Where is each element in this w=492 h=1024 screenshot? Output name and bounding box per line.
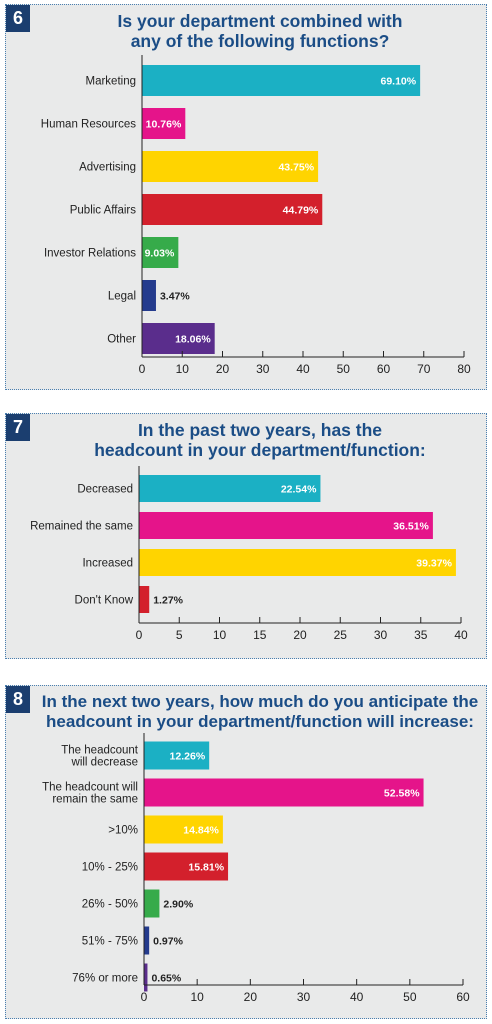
chart-title-line: headcount in your department/function wi… <box>46 712 474 731</box>
question-number-badge: 7 <box>6 414 30 441</box>
category-label: Don't Know <box>75 595 134 607</box>
category-label: Investor Relations <box>44 248 136 260</box>
x-tick-label: 35 <box>414 628 428 642</box>
x-tick-label: 80 <box>457 362 471 376</box>
data-label: 18.06% <box>175 334 211 346</box>
data-label: 10.76% <box>146 119 182 131</box>
category-label: Legal <box>108 291 136 303</box>
x-tick-label: 10 <box>176 362 190 376</box>
bar-3 <box>144 852 229 881</box>
x-tick-label: 15 <box>253 628 267 642</box>
bar-0 <box>144 741 210 770</box>
data-label: 0.97% <box>153 936 183 948</box>
bar-2 <box>139 549 456 576</box>
data-label: 43.75% <box>278 162 314 174</box>
bar-5 <box>142 280 156 311</box>
x-tick-label: 30 <box>297 990 311 1004</box>
chart-title-line: In the next two years, how much do you a… <box>41 692 479 711</box>
category-label: 26% - 50% <box>82 899 138 911</box>
data-label: 0.65% <box>151 973 181 985</box>
bar-0 <box>142 65 421 96</box>
bar-6 <box>142 323 215 354</box>
data-label: 14.84% <box>183 825 219 837</box>
bar-2 <box>142 151 319 182</box>
category-label: Human Resources <box>41 119 136 131</box>
x-tick-label: 25 <box>334 628 348 642</box>
data-label: 36.51% <box>393 521 429 533</box>
x-tick-label: 40 <box>296 362 310 376</box>
x-tick-label: 40 <box>350 990 364 1004</box>
bar-1 <box>144 778 424 807</box>
question-number-badge: 6 <box>6 5 30 32</box>
chart-panel-7: 7 In the past two years, has the headcou… <box>5 413 487 659</box>
bar-chart-8: 12.26% The headcount will decrease 52.58% Th… <box>42 733 470 1004</box>
chart-title: In the past two years, has the headcount… <box>40 420 480 460</box>
bar-4 <box>144 889 160 918</box>
x-tick-label: 0 <box>136 628 143 642</box>
x-tick-label: 30 <box>374 628 388 642</box>
bar-1 <box>139 512 433 539</box>
x-tick-label: 50 <box>337 362 351 376</box>
category-label: The headcount will decrease <box>61 745 139 769</box>
x-tick-label: 20 <box>216 362 230 376</box>
data-label: 15.81% <box>188 862 224 874</box>
data-label: 39.37% <box>416 558 452 570</box>
category-label: Marketing <box>86 76 137 88</box>
chart-title-line: any of the following functions? <box>130 31 390 51</box>
category-label: 51% - 75% <box>82 936 138 948</box>
x-tick-label: 10 <box>190 990 204 1004</box>
x-tick-label: 50 <box>403 990 417 1004</box>
chart-title-line: In the past two years, has the <box>137 420 383 440</box>
chart-title-line: Is your department combined with <box>117 11 403 31</box>
x-tick-label: 0 <box>139 362 146 376</box>
category-label: 76% or more <box>72 973 138 985</box>
x-tick-label: 20 <box>293 628 307 642</box>
category-label: >10% <box>108 825 138 837</box>
data-label: 22.54% <box>281 484 317 496</box>
category-label: The headcount will remain the same <box>42 782 138 806</box>
bar-2 <box>144 815 223 844</box>
bar-5 <box>144 926 150 955</box>
category-label: Decreased <box>77 484 133 496</box>
x-tick-label: 0 <box>141 990 148 1004</box>
chart-title: Is your department combined with any of … <box>40 11 480 51</box>
bar-0 <box>139 475 321 502</box>
x-tick-label: 70 <box>417 362 431 376</box>
bar-1 <box>142 108 186 139</box>
x-tick-label: 40 <box>454 628 468 642</box>
x-tick-label: 10 <box>213 628 227 642</box>
question-number-badge: 8 <box>6 686 30 713</box>
data-label: 69.10% <box>381 76 417 88</box>
data-label: 3.47% <box>160 291 190 303</box>
bar-chart-6: 69.10% Marketing 10.76% Human Resources 43.7… <box>41 55 471 376</box>
data-label: 1.27% <box>153 595 183 607</box>
data-label: 52.58% <box>384 788 420 800</box>
category-label: Remained the same <box>30 521 133 533</box>
data-label: 44.79% <box>283 205 319 217</box>
category-label: Public Affairs <box>70 205 137 217</box>
category-label: Advertising <box>79 162 136 174</box>
data-label: 9.03% <box>145 248 175 260</box>
chart-panel-8: 8 In the next two years, how much do you… <box>5 685 487 1019</box>
bar-3 <box>142 194 323 225</box>
chart-title-line: headcount in your department/function: <box>94 440 426 460</box>
chart-title: In the next two years, how much do you a… <box>40 692 480 732</box>
data-label: 12.26% <box>170 751 206 763</box>
bar-4 <box>142 237 179 268</box>
bar-chart-7: 22.54% Decreased 36.51% Remained the same 39… <box>30 466 468 642</box>
bar-6 <box>144 963 148 992</box>
data-label: 2.90% <box>163 899 193 911</box>
x-tick-label: 60 <box>456 990 470 1004</box>
x-tick-label: 20 <box>244 990 258 1004</box>
x-tick-label: 5 <box>176 628 183 642</box>
category-label: Other <box>107 334 136 346</box>
x-tick-label: 60 <box>377 362 391 376</box>
category-label: 10% - 25% <box>82 862 138 874</box>
x-tick-label: 30 <box>256 362 270 376</box>
chart-panel-6: 6 Is your department combined with any o… <box>5 4 487 390</box>
bar-3 <box>139 586 150 613</box>
category-label: Increased <box>82 558 133 570</box>
